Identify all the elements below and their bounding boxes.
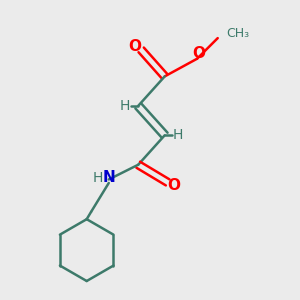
- Text: CH₃: CH₃: [226, 27, 250, 40]
- Text: O: O: [192, 46, 205, 61]
- Text: H: H: [120, 99, 130, 113]
- Text: H: H: [92, 171, 103, 185]
- Text: O: O: [128, 39, 141, 54]
- Text: H: H: [173, 128, 183, 142]
- Text: O: O: [168, 178, 181, 194]
- Text: N: N: [102, 170, 115, 185]
